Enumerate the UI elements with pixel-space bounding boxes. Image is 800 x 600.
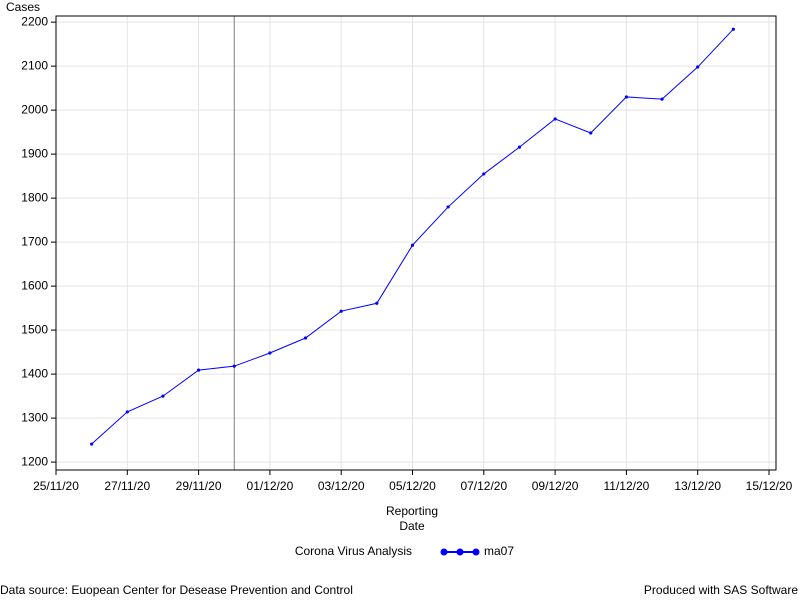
y-tick-label: 2200	[21, 14, 48, 28]
point	[660, 97, 664, 101]
x-tick-label: 15/12/20	[746, 479, 793, 493]
plot-frame	[55, 15, 777, 471]
legend-marker	[456, 548, 464, 556]
x-axis-label: Reporting Date	[385, 504, 439, 533]
point	[339, 309, 343, 313]
x-tick-label: 09/12/20	[532, 479, 579, 493]
x-tick-label: 29/11/20	[176, 479, 222, 493]
point	[268, 351, 272, 355]
point	[482, 172, 486, 176]
point	[232, 364, 236, 368]
x-tick-label: 05/12/20	[389, 479, 436, 493]
point	[446, 205, 450, 209]
point	[303, 336, 308, 340]
point	[197, 368, 201, 372]
x-tick-label: 07/12/20	[460, 479, 507, 493]
y-tick-label: 1300	[21, 410, 48, 424]
legend-marker	[472, 548, 480, 556]
x-tick-label: 11/12/20	[603, 479, 649, 493]
legend-marker	[440, 548, 448, 556]
legend-title: Corona Virus Analysis	[295, 544, 412, 558]
point	[375, 301, 379, 305]
y-tick-label: 1600	[21, 278, 48, 292]
point	[410, 243, 415, 247]
legend-label: ma07	[484, 544, 514, 558]
y-tick-label: 1700	[21, 234, 48, 248]
y-axis-label: Cases	[6, 0, 40, 14]
point	[731, 27, 735, 31]
y-tick-label: 2000	[21, 102, 48, 116]
y-tick-label: 1900	[21, 146, 48, 160]
point	[624, 95, 629, 99]
y-tick-label: 2100	[21, 58, 48, 72]
point	[517, 145, 522, 149]
y-tick-label: 1400	[21, 366, 48, 380]
point	[161, 394, 165, 398]
point	[589, 131, 593, 135]
x-tick-label: 27/11/20	[104, 479, 150, 493]
footnote: Data source: Euopean Center for Desease …	[0, 583, 353, 597]
y-tick-label: 1800	[21, 190, 48, 204]
point	[696, 65, 700, 69]
y-tick-label: 1500	[21, 322, 48, 336]
point	[553, 117, 557, 121]
point	[125, 410, 129, 414]
point	[90, 442, 94, 446]
x-tick-label: 01/12/20	[247, 479, 294, 493]
x-tick-label: 03/12/20	[318, 479, 365, 493]
x-tick-label: 13/12/20	[674, 479, 721, 493]
y-tick-label: 1200	[21, 454, 48, 468]
x-tick-label: 25/11/20	[33, 479, 79, 493]
footnote: Produced with SAS Software	[644, 583, 798, 597]
